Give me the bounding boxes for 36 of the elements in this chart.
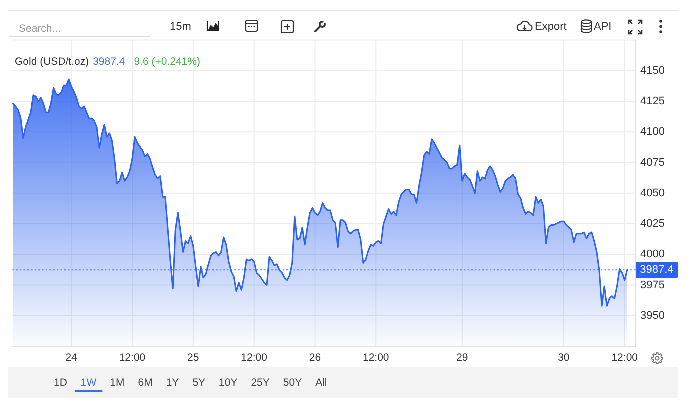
text: 10Y [219,377,238,389]
text: 50Y [283,377,302,389]
x-tick-label: 24 [66,352,78,364]
text: Gold (USD/t.oz) [15,56,90,68]
x-tick-label: 25 [188,352,200,364]
x-tick-label: 29 [456,352,468,364]
text: Export [535,21,567,33]
y-tick-label: 4075 [640,156,665,169]
text: Search... [19,23,62,35]
annotation: 9.6 (+0.241%) [134,56,200,68]
y-tick-label: 3975 [640,279,665,292]
x-tick-label: 30 [558,352,570,364]
text: All [316,377,328,389]
y-tick-label: 4000 [640,248,665,261]
y-tick-label: 4125 [640,96,665,108]
y-tick-label: 3950 [640,310,665,322]
annotation: 3987.4 [93,56,126,68]
text: 15m [170,21,192,33]
text: 5Y [192,377,206,389]
y-tick-label: 4050 [640,187,665,200]
x-tick-label: 12:00 [612,352,638,364]
ref-line-label: 3987.4 [640,264,674,276]
x-tick-label: 26 [309,352,322,364]
text: 6M [138,377,153,389]
text: 1M [110,377,125,389]
text: 25Y [251,377,270,389]
text: 1D [54,377,68,389]
text: 1Y [166,377,180,389]
y-tick-label: 4150 [640,64,665,77]
x-tick-label: 12:00 [119,352,146,364]
y-tick-label: 4100 [640,126,665,138]
text: API [594,21,612,33]
text: 1W [80,377,97,389]
y-tick-label: 4025 [640,218,665,230]
x-tick-label: 12:00 [362,352,390,364]
x-tick-label: 12:00 [241,352,268,364]
